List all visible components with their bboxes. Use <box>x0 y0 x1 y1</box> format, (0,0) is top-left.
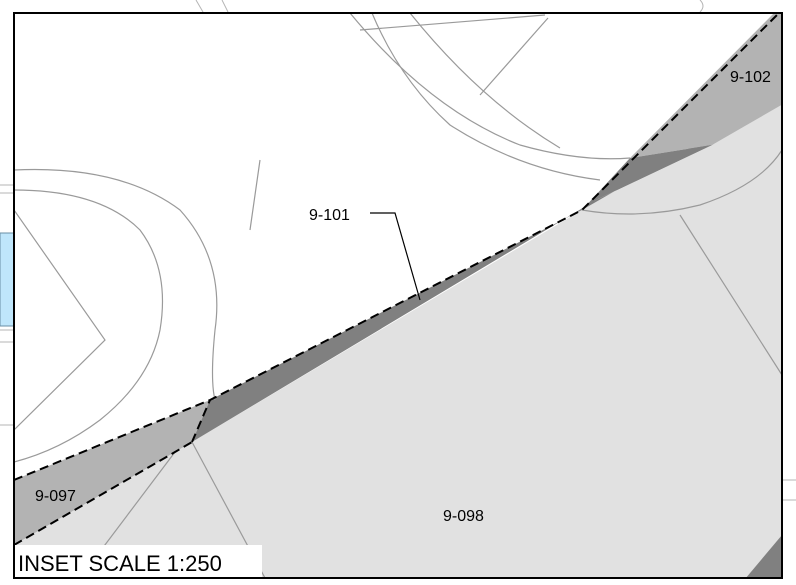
label-leader-line <box>370 212 421 301</box>
parcel-label-9-101: 9-101 <box>309 207 350 224</box>
dashed-boundary-lines <box>14 13 781 546</box>
map-frame <box>13 12 783 579</box>
parcel-lines <box>14 13 782 578</box>
outer-parcel-lines <box>0 0 796 501</box>
parcel-9-098-area <box>14 96 782 578</box>
parcel-label-9-098: 9-098 <box>443 508 484 525</box>
inset-scale-label: INSET SCALE 1:250 <box>18 551 222 576</box>
water-body <box>0 232 15 327</box>
parcel-corner-dark <box>745 535 782 578</box>
parcel-label-9-097: 9-097 <box>35 488 76 505</box>
parcel-label-9-102: 9-102 <box>730 69 771 86</box>
inset-scale-box <box>14 545 262 578</box>
parcel-9-097-area <box>14 400 210 545</box>
